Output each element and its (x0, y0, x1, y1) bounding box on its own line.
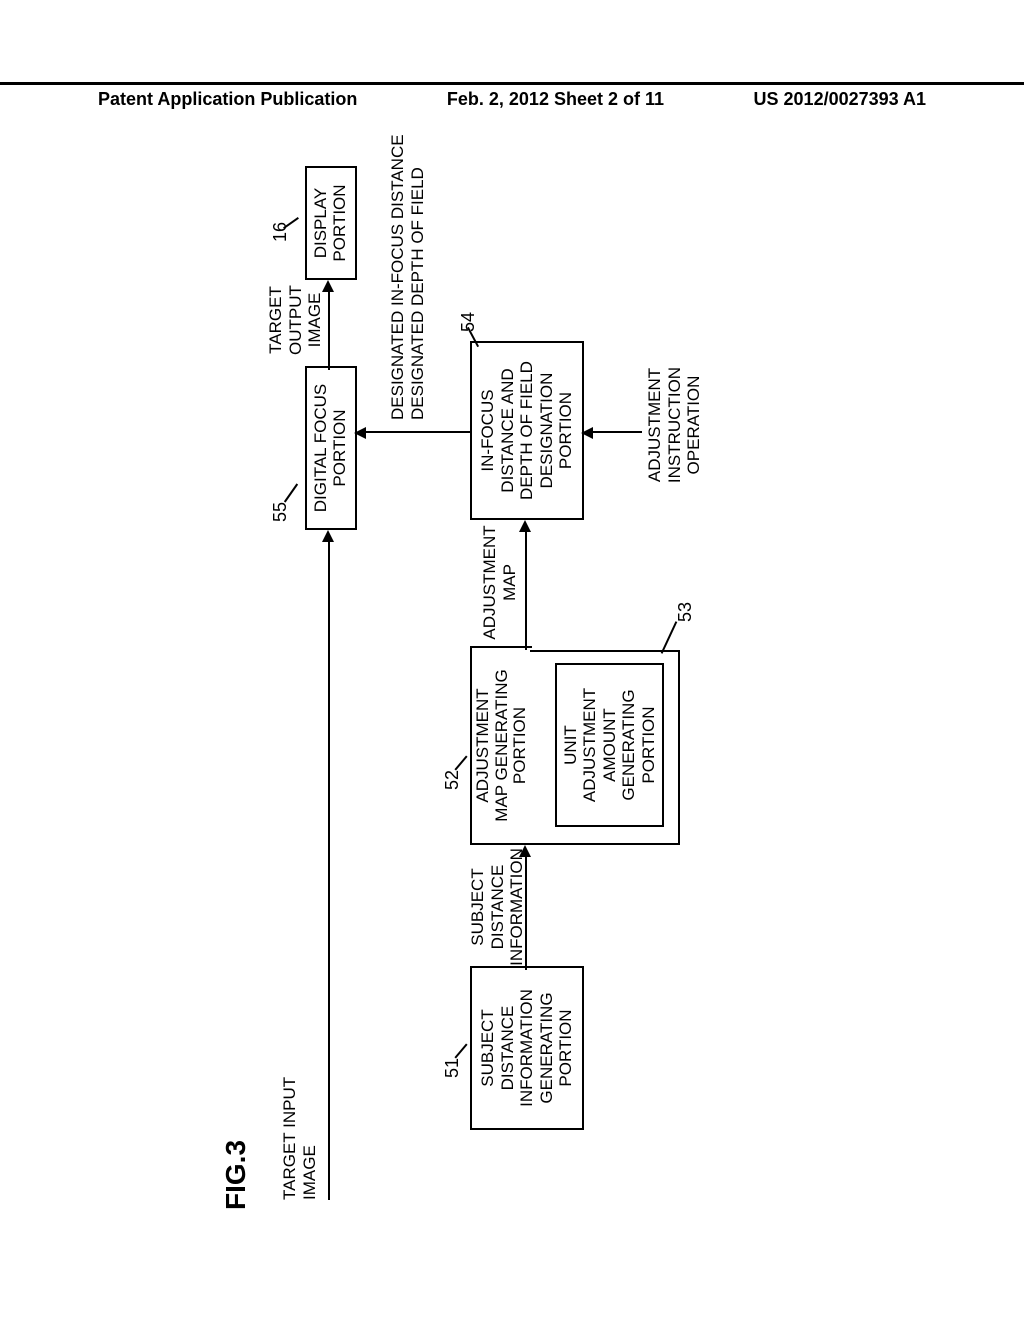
arrow-input-to-55 (328, 540, 330, 1200)
arrow-52-to-54 (525, 530, 527, 650)
ref-51: 51 (442, 1058, 463, 1078)
designated-label: DESIGNATED IN-FOCUS DISTANCE DESIGNATED … (388, 110, 427, 420)
arrow-55-to-16 (328, 290, 330, 370)
block-51-text: SUBJECT DISTANCE INFORMATION GENERATING … (478, 989, 576, 1107)
ref-55: 55 (270, 502, 291, 522)
block-53: UNIT ADJUSTMENT AMOUNT GENERATING PORTIO… (555, 663, 664, 827)
lead-51 (454, 1043, 467, 1058)
header-right: US 2012/0027393 A1 (754, 89, 926, 110)
block-54-text: IN-FOCUS DISTANCE AND DEPTH OF FIELD DES… (478, 361, 576, 500)
diagram: FIG.3 TARGET INPUT IMAGE DIGITAL FOCUS P… (220, 110, 800, 1210)
adjustment-op-label: ADJUSTMENT INSTRUCTION OPERATION (645, 355, 704, 495)
wall-52-left (530, 843, 680, 845)
lead-52 (454, 755, 467, 770)
lead-53 (661, 621, 678, 654)
arrowhead-input-to-55 (322, 530, 334, 542)
block-52-text: ADJUSTMENT MAP GENERATING PORTION (474, 669, 530, 821)
arrowhead-54-to-55 (354, 427, 366, 439)
wall-52-bottom (678, 650, 680, 845)
arrowhead-52-to-54 (519, 520, 531, 532)
arrow-op-to-54 (592, 431, 642, 433)
header-center: Feb. 2, 2012 Sheet 2 of 11 (447, 89, 664, 110)
block-53-text: UNIT ADJUSTMENT AMOUNT GENERATING PORTIO… (561, 688, 659, 802)
block-54: IN-FOCUS DISTANCE AND DEPTH OF FIELD DES… (470, 341, 584, 520)
wall-52-right (530, 650, 680, 652)
block-52: ADJUSTMENT MAP GENERATING PORTION (470, 646, 532, 845)
arrow-54-to-55 (365, 431, 470, 433)
block-51: SUBJECT DISTANCE INFORMATION GENERATING … (470, 966, 584, 1130)
subject-dist-info-label: SUBJECT DISTANCE INFORMATION (468, 842, 527, 972)
figure-label: FIG.3 (220, 1140, 252, 1210)
lead-55 (284, 483, 298, 502)
header-left: Patent Application Publication (98, 89, 357, 110)
adjustment-map-label: ADJUSTMENT MAP (480, 515, 519, 650)
page-header: Patent Application Publication Feb. 2, 2… (0, 82, 1024, 110)
arrowhead-op-to-54 (581, 427, 593, 439)
target-input-label: TARGET INPUT IMAGE (280, 1050, 319, 1200)
block-55: DIGITAL FOCUS PORTION (305, 366, 357, 530)
block-16: DISPLAY PORTION (305, 166, 357, 280)
target-output-label: TARGET OUTPUT IMAGE (266, 275, 325, 365)
ref-53: 53 (675, 602, 696, 622)
ref-52: 52 (442, 770, 463, 790)
block-55-text: DIGITAL FOCUS PORTION (312, 384, 349, 512)
block-16-text: DISPLAY PORTION (312, 184, 349, 261)
